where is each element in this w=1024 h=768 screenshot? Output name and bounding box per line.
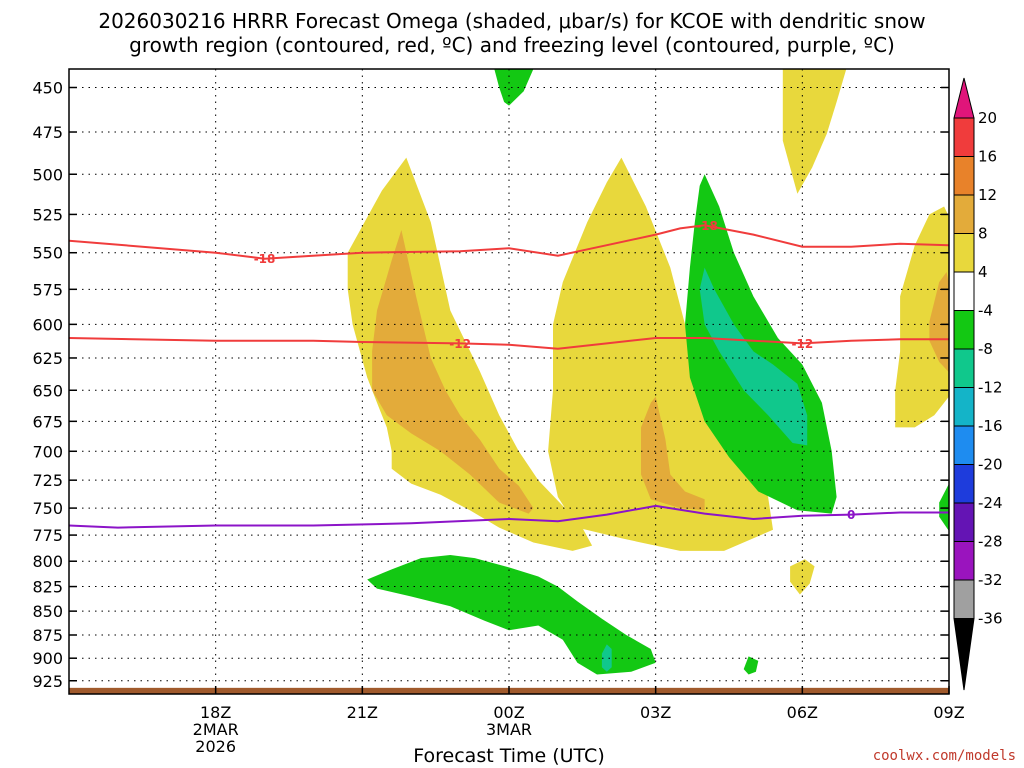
omega-region-teal-dot [601, 644, 612, 672]
colorbar-label-12: -32 [978, 571, 1003, 589]
colorbar-seg-0 [953, 117, 975, 157]
y-tick-label-450: 450 [32, 79, 63, 98]
freezing-label-0: 0 [847, 508, 855, 522]
colorbar-seg-4 [953, 271, 975, 311]
y-axis: 450 475 500 525 550 575 600 625 650 675 700 725 750 7… [32, 79, 949, 691]
colorbar-top-arrow [953, 77, 975, 119]
x-tick-label-0-0: 18Z [200, 703, 231, 722]
y-tick-label-825: 825 [32, 578, 63, 597]
colorbar-seg-2 [953, 194, 975, 234]
colorbar-label-11: -28 [978, 533, 1003, 551]
colorbar-label-0: 20 [978, 109, 997, 127]
y-tick-label-800: 800 [32, 552, 63, 571]
colorbar-seg-11 [953, 541, 975, 581]
y-tick-label-900: 900 [32, 649, 63, 668]
omega-region-yellow-right-tongue [548, 157, 773, 551]
x-tick-label-6-0: 00Z [493, 703, 524, 722]
y-tick-label-725: 725 [32, 471, 63, 490]
x-tick-label-9-0: 03Z [640, 703, 671, 722]
omega-region-green-top [494, 69, 534, 106]
y-tick-label-675: 675 [32, 412, 63, 431]
x-tick-label-6-1: 3MAR [486, 720, 532, 739]
y-tick-label-600: 600 [32, 315, 63, 334]
y-tick-label-875: 875 [32, 626, 63, 645]
colorbar-label-7: -12 [978, 379, 1003, 397]
contour-lines [69, 224, 949, 529]
y-tick-label-925: 925 [32, 672, 63, 691]
x-tick-label-12-0: 06Z [787, 703, 818, 722]
omega-region-green-dot [743, 656, 759, 675]
y-tick-label-625: 625 [32, 349, 63, 368]
colorbar-label-5: -4 [978, 302, 993, 320]
colorbar-label-9: -20 [978, 456, 1003, 474]
chart-title: 2026030216 HRRR Forecast Omega (shaded, … [98, 9, 925, 57]
colorbar-label-10: -24 [978, 494, 1003, 512]
x-tick-label-0-2: 2026 [195, 737, 236, 756]
y-tick-label-550: 550 [32, 244, 63, 263]
x-tick-label-15-0: 09Z [933, 703, 964, 722]
omega-region-orange-right [929, 272, 949, 373]
freezing-line-0 [69, 504, 949, 529]
dgz-line-0 [69, 224, 949, 260]
contour-labels: -18 -18 -12 -12 0 [254, 219, 856, 522]
y-tick-label-750: 750 [32, 499, 63, 518]
y-tick-label-775: 775 [32, 526, 63, 545]
y-tick-label-475: 475 [32, 123, 63, 142]
y-tick-label-700: 700 [32, 442, 63, 461]
omega-region-teal-main [699, 267, 808, 446]
omega-region-orange-mid [641, 396, 705, 511]
omega-shading [347, 69, 949, 675]
colorbar-label-1: 16 [978, 148, 997, 166]
colorbar-label-2: 12 [978, 186, 997, 204]
colorbar-seg-3 [953, 233, 975, 273]
dgz-label-3: -12 [791, 337, 813, 351]
omega-region-green-low [367, 555, 656, 675]
y-tick-label-650: 650 [32, 381, 63, 400]
colorbar-seg-7 [953, 387, 975, 427]
colorbar-label-6: -8 [978, 340, 993, 358]
y-tick-label-525: 525 [32, 205, 63, 224]
colorbar-seg-8 [953, 425, 975, 465]
y-tick-label-850: 850 [32, 602, 63, 621]
colorbar-label-4: 4 [978, 263, 988, 281]
colorbar-seg-12 [953, 579, 975, 619]
colorbar: 20 16 12 8 4 -4 -8 -12 -16 -20 -24 -28 -32 -36 [953, 77, 1003, 691]
dgz-label-1: -18 [696, 219, 718, 233]
credit-text: coolwx.com/models [873, 748, 1016, 764]
dgz-label-0: -18 [254, 252, 276, 266]
colorbar-seg-10 [953, 502, 975, 542]
y-tick-label-575: 575 [32, 280, 63, 299]
title-line-2: growth region (contoured, red, ºC) and f… [129, 33, 895, 57]
colorbar-label-3: 8 [978, 225, 988, 243]
colorbar-label-8: -16 [978, 417, 1003, 435]
omega-region-yellow-top [782, 69, 847, 194]
dgz-line-2 [69, 337, 949, 350]
omega-region-orange-left [372, 230, 534, 514]
omega-region-yellow-main [347, 157, 593, 551]
colorbar-seg-9 [953, 464, 975, 504]
colorbar-seg-1 [953, 156, 975, 196]
colorbar-seg-5 [953, 310, 975, 350]
x-axis-label: Forecast Time (UTC) [413, 745, 604, 767]
colorbar-label-13: -36 [978, 610, 1003, 628]
colorbar-bottom-arrow [953, 618, 975, 691]
dgz-label-2: -12 [449, 337, 471, 351]
title-line-1: 2026030216 HRRR Forecast Omega (shaded, … [98, 9, 925, 33]
colorbar-seg-6 [953, 348, 975, 388]
y-tick-label-500: 500 [32, 165, 63, 184]
x-tick-label-0-1: 2MAR [193, 720, 239, 739]
x-tick-label-3-0: 21Z [347, 703, 378, 722]
omega-region-yellow-right [895, 206, 949, 428]
